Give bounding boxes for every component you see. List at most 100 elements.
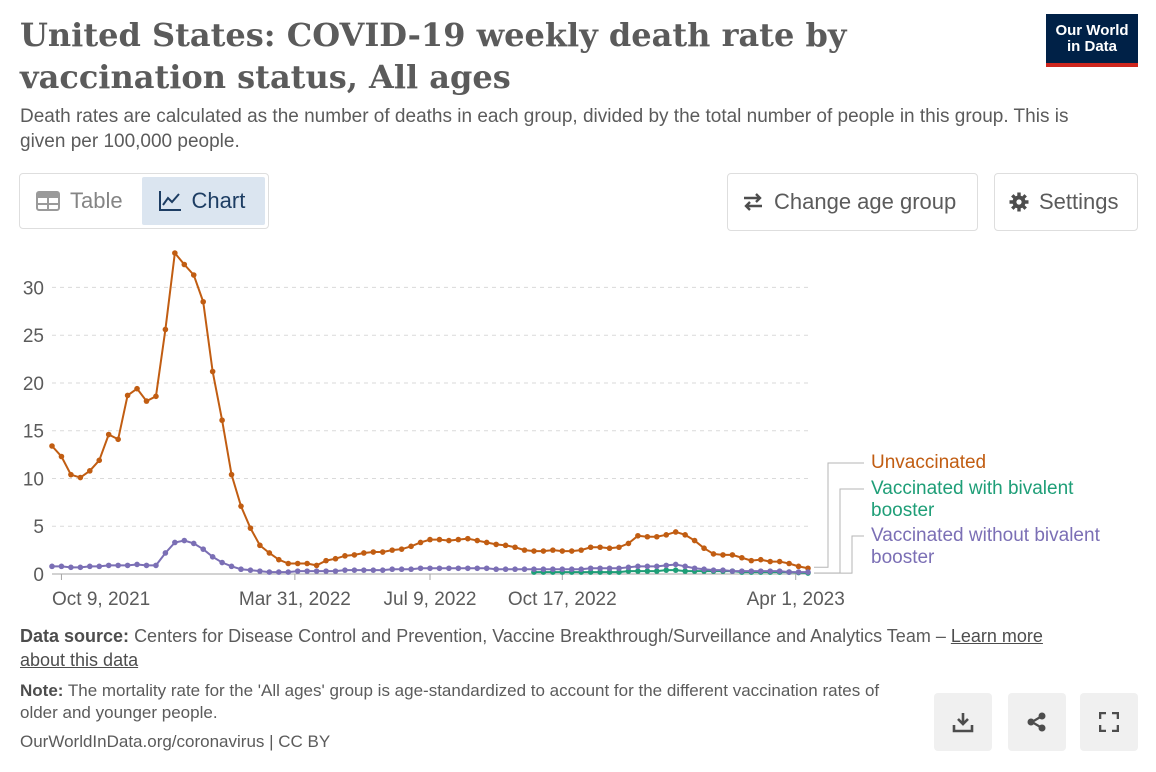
data-point[interactable] [172, 250, 178, 256]
data-point[interactable] [597, 565, 603, 572]
data-point[interactable] [323, 557, 329, 564]
data-point[interactable] [663, 567, 670, 573]
data-point[interactable] [427, 536, 433, 543]
data-point[interactable] [474, 565, 481, 572]
data-point[interactable] [285, 569, 292, 575]
data-point[interactable] [162, 326, 169, 333]
data-point[interactable] [58, 453, 65, 460]
data-point[interactable] [502, 566, 509, 573]
data-point[interactable] [663, 562, 670, 569]
data-point[interactable] [313, 568, 320, 574]
data-point[interactable] [739, 568, 745, 574]
data-point[interactable] [247, 567, 254, 573]
data-point[interactable] [691, 565, 698, 572]
data-point[interactable] [124, 392, 131, 399]
data-point[interactable] [805, 569, 811, 575]
data-point[interactable] [446, 537, 452, 544]
data-point[interactable] [682, 568, 688, 574]
data-point[interactable] [701, 545, 707, 552]
data-point[interactable] [379, 567, 386, 573]
data-point[interactable] [757, 568, 764, 574]
data-point[interactable] [635, 532, 641, 539]
data-point[interactable] [729, 552, 736, 558]
data-point[interactable] [190, 272, 197, 278]
data-point[interactable] [342, 567, 348, 573]
data-point[interactable] [389, 566, 396, 573]
data-point[interactable] [361, 567, 367, 573]
data-point[interactable] [115, 562, 121, 569]
data-point[interactable] [68, 471, 74, 478]
data-point[interactable] [285, 560, 292, 567]
data-point[interactable] [228, 471, 235, 478]
data-point[interactable] [200, 298, 206, 305]
data-point[interactable] [644, 568, 651, 574]
data-point[interactable] [776, 558, 783, 565]
data-point[interactable] [559, 548, 566, 554]
data-point[interactable] [408, 543, 414, 550]
data-point[interactable] [190, 540, 197, 547]
data-point[interactable] [124, 562, 131, 569]
data-point[interactable] [465, 535, 471, 542]
data-point[interactable] [455, 565, 462, 572]
data-point[interactable] [729, 568, 736, 574]
data-point[interactable] [134, 385, 140, 392]
data-point[interactable] [153, 393, 159, 400]
data-point[interactable] [672, 561, 679, 568]
data-point[interactable] [710, 567, 717, 573]
data-point[interactable] [105, 431, 112, 438]
data-point[interactable] [276, 556, 282, 563]
data-point[interactable] [219, 417, 225, 424]
data-point[interactable] [701, 566, 707, 573]
data-point[interactable] [68, 564, 74, 571]
data-point[interactable] [521, 566, 528, 573]
data-point[interactable] [427, 565, 433, 572]
data-point[interactable] [465, 565, 471, 572]
data-point[interactable] [616, 544, 622, 551]
download-button[interactable] [934, 693, 992, 751]
data-point[interactable] [550, 547, 556, 553]
data-point[interactable] [578, 566, 584, 573]
data-point[interactable] [153, 562, 159, 569]
data-point[interactable] [398, 546, 405, 552]
data-point[interactable] [502, 542, 509, 549]
data-point[interactable] [635, 568, 641, 574]
data-point[interactable] [493, 541, 499, 548]
data-point[interactable] [332, 568, 339, 574]
data-point[interactable] [342, 553, 348, 559]
data-point[interactable] [361, 550, 367, 556]
data-point[interactable] [748, 557, 755, 564]
data-point[interactable] [672, 567, 679, 573]
data-point[interactable] [654, 563, 660, 570]
tab-table[interactable]: Table [20, 174, 142, 228]
data-point[interactable] [257, 568, 263, 574]
data-point[interactable] [58, 563, 65, 570]
data-point[interactable] [625, 564, 632, 571]
data-point[interactable] [521, 547, 528, 553]
data-point[interactable] [351, 552, 358, 558]
data-point[interactable] [540, 548, 547, 554]
data-point[interactable] [786, 560, 792, 567]
data-point[interactable] [720, 567, 726, 573]
tab-chart[interactable]: Chart [141, 177, 265, 225]
data-point[interactable] [77, 564, 84, 571]
data-point[interactable] [115, 436, 121, 443]
data-point[interactable] [417, 565, 424, 572]
data-point[interactable] [351, 567, 358, 573]
data-point[interactable] [682, 563, 688, 570]
learn-more-link[interactable]: Learn more about this data [20, 626, 1043, 670]
data-point[interactable] [493, 566, 499, 573]
data-point[interactable] [436, 536, 443, 543]
data-point[interactable] [767, 558, 773, 565]
owid-logo[interactable]: Our World in Data [1046, 14, 1138, 67]
data-point[interactable] [370, 567, 377, 573]
data-point[interactable] [644, 533, 651, 540]
data-point[interactable] [209, 368, 216, 375]
change-age-group-button[interactable]: Change age group [727, 173, 978, 231]
data-point[interactable] [531, 566, 537, 573]
data-point[interactable] [568, 566, 575, 573]
data-point[interactable] [682, 532, 688, 538]
data-point[interactable] [370, 549, 377, 555]
data-point[interactable] [238, 566, 244, 573]
data-point[interactable] [672, 529, 679, 535]
data-point[interactable] [795, 569, 802, 575]
